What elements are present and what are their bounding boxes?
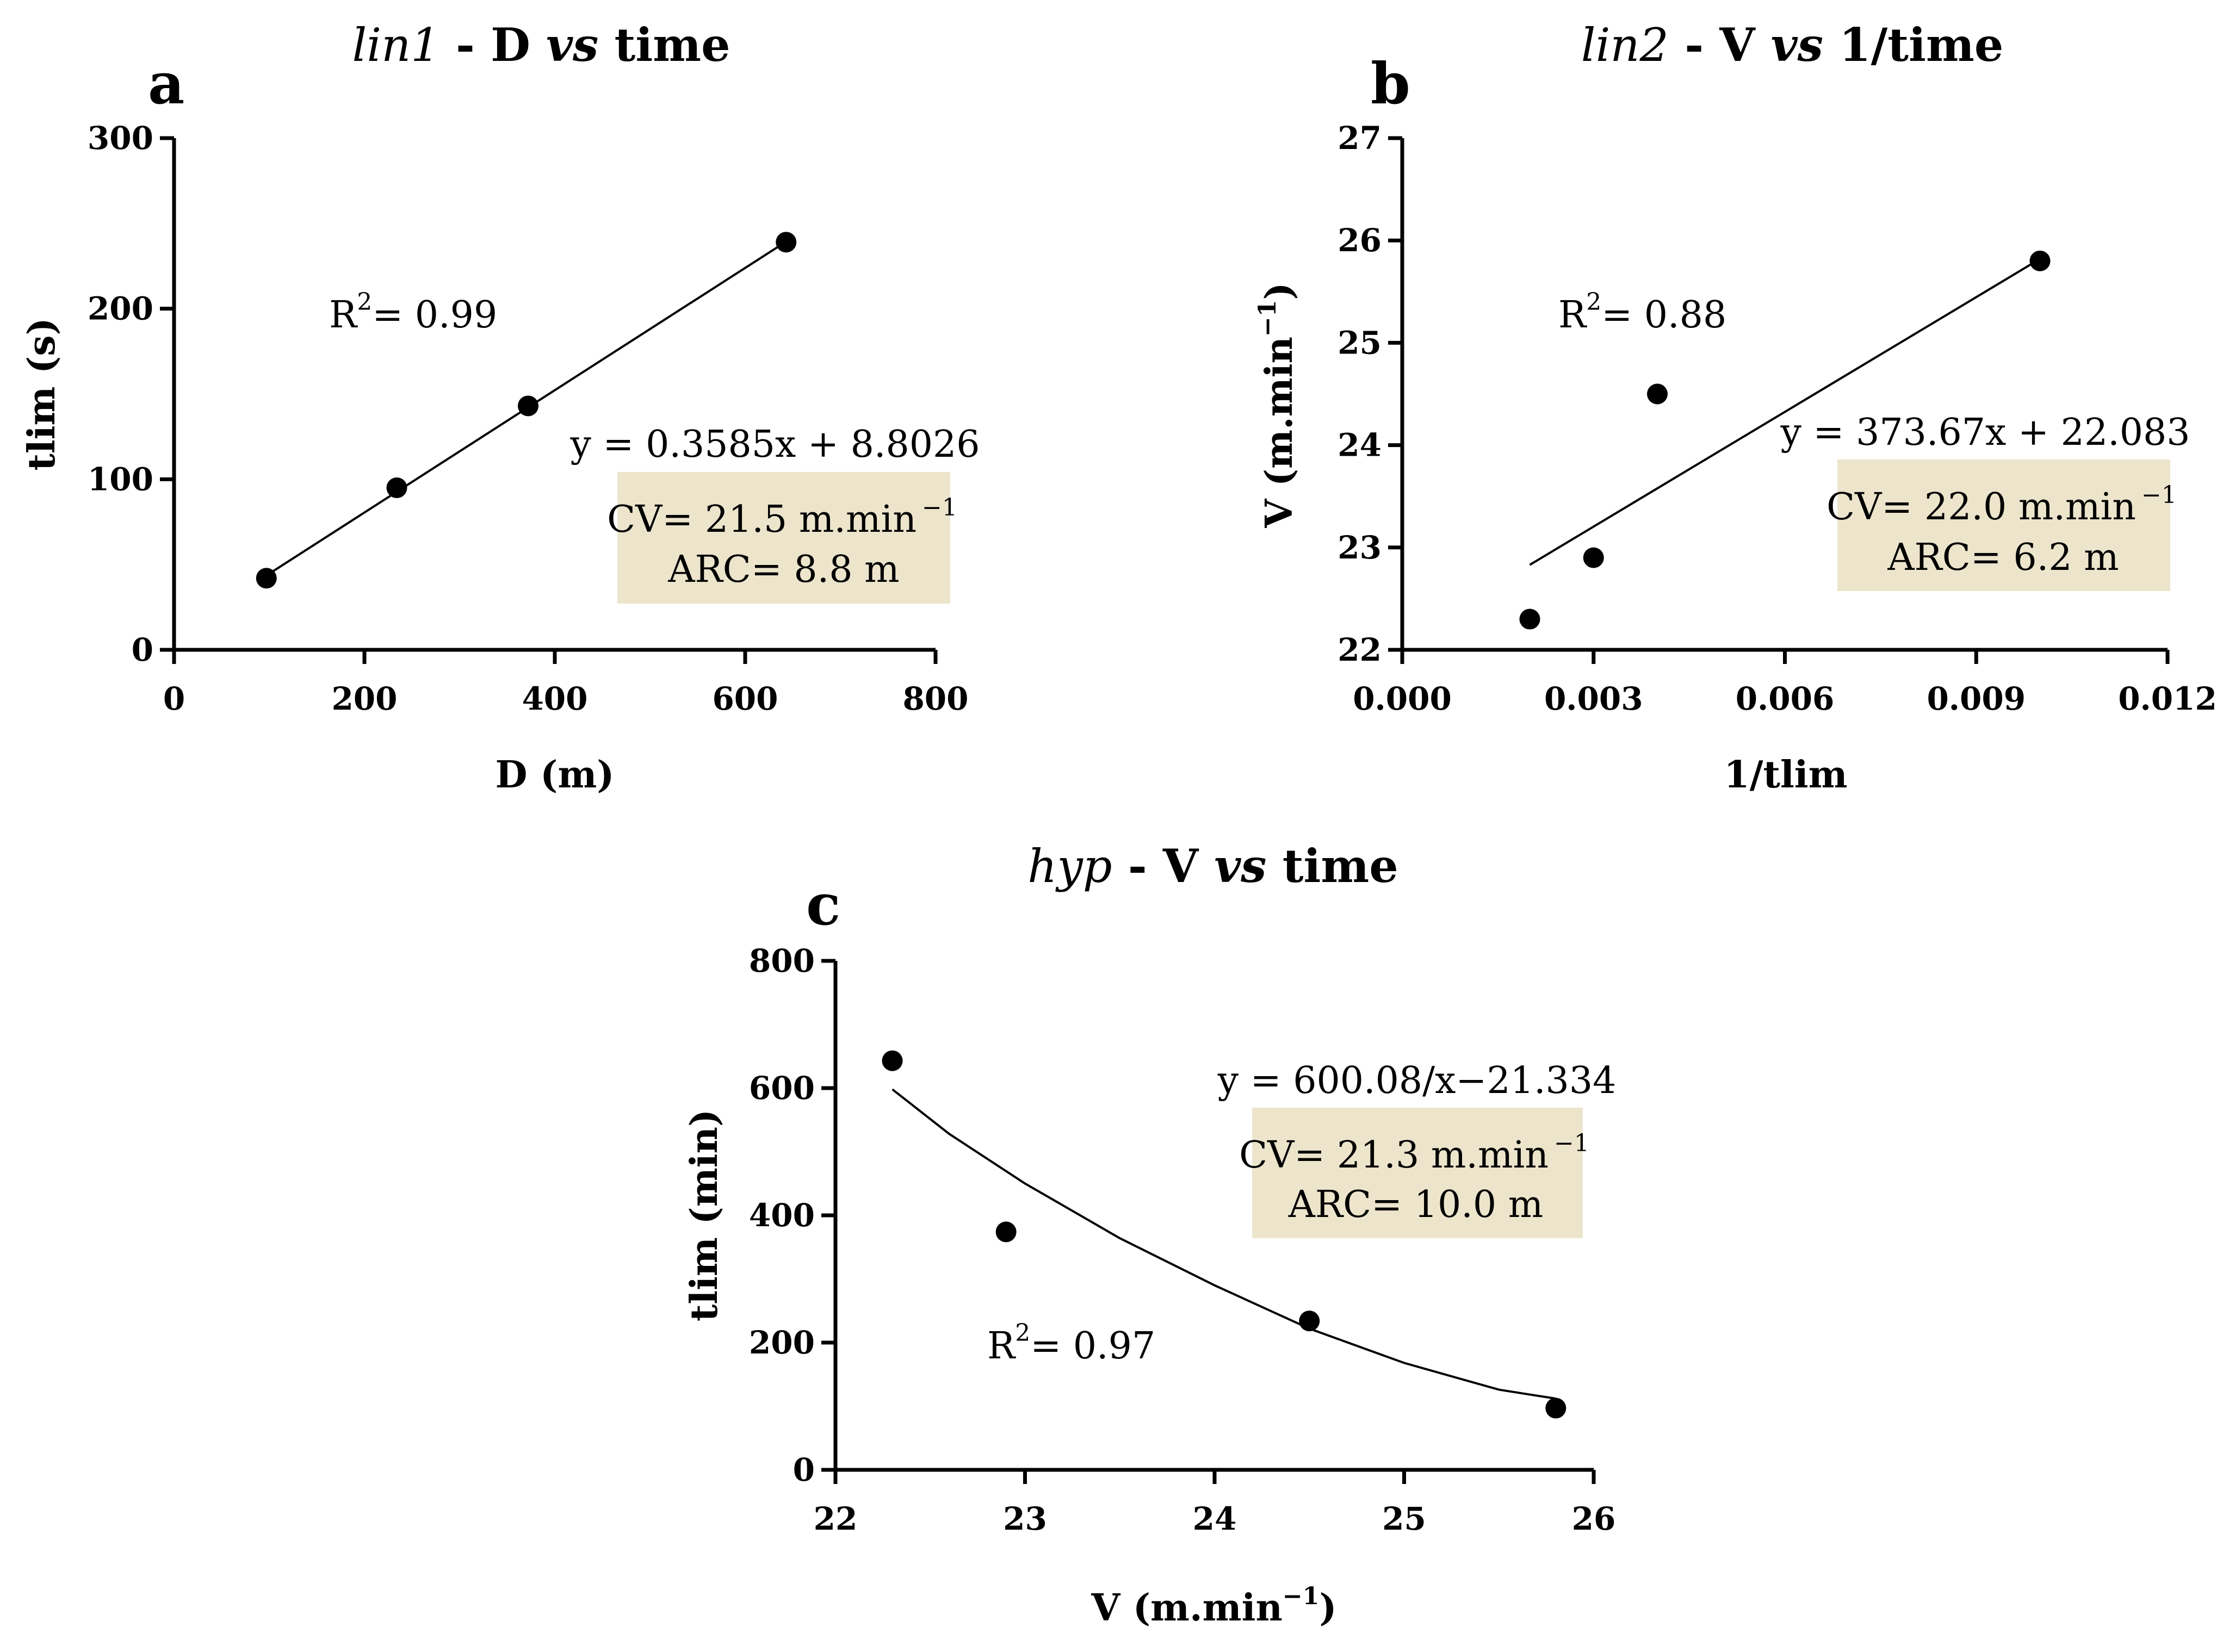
panel-c-y-label: tlim (min) bbox=[683, 1109, 726, 1321]
panel-b-ticks: 0.000 0.003 0.006 0.009 0.012 22 23 24 25 26 27 bbox=[1338, 120, 2217, 717]
panel-c-title: hyp - V vs time bbox=[1027, 839, 1398, 893]
panel-c-x-tick-label: 22 bbox=[814, 1500, 858, 1537]
panel-c-r2: R2= 0.97 bbox=[987, 1319, 1155, 1368]
panel-b-points bbox=[1519, 250, 2051, 630]
panel-a: lin1 - D vs time a 0 200 400 600 800 0 100 200 3… bbox=[20, 18, 980, 797]
panel-a-x-tick-label: 600 bbox=[712, 680, 778, 717]
panel-a-x-tick-label: 800 bbox=[902, 680, 968, 717]
panel-b-data-point bbox=[2029, 250, 2051, 271]
panel-a-r2: R2= 0.99 bbox=[329, 288, 497, 337]
panel-a-data-point bbox=[256, 568, 277, 589]
panel-c-x-tick-label: 23 bbox=[1003, 1500, 1047, 1537]
panel-b-label: b bbox=[1371, 50, 1410, 117]
panel-a-points bbox=[256, 232, 797, 589]
panel-b-arc: ARC= 6.2 m bbox=[1887, 536, 2119, 579]
panel-c-data-point bbox=[1545, 1398, 1567, 1419]
panel-b-annotation-box bbox=[1837, 459, 2170, 591]
panel-a-cv: CV= 21.5 m.min −1 bbox=[607, 494, 957, 541]
panel-a-title: lin1 - D vs time bbox=[352, 18, 730, 72]
panel-a-y-tick-label: 0 bbox=[132, 631, 153, 668]
panel-c-label: c bbox=[806, 871, 840, 938]
panel-a-data-point bbox=[518, 395, 538, 417]
panel-a-data-point bbox=[776, 232, 797, 253]
panel-a-x-tick-label: 0 bbox=[163, 680, 185, 717]
panel-b-title: lin2 - V vs 1/time bbox=[1581, 18, 2004, 72]
panel-b-y-tick-label: 25 bbox=[1338, 324, 1382, 361]
panel-a-annotation-box bbox=[617, 472, 950, 604]
panel-c-data-point bbox=[882, 1050, 903, 1071]
panel-b-x-tick-label: 0.012 bbox=[2118, 680, 2217, 717]
panel-a-equation: y = 0.3585x + 8.8026 bbox=[569, 423, 980, 466]
panel-a-y-tick-label: 300 bbox=[88, 120, 153, 157]
panel-c-y-tick-label: 400 bbox=[749, 1197, 815, 1234]
panel-b-x-tick-label: 0.000 bbox=[1353, 680, 1452, 717]
panel-c-y-tick-label: 600 bbox=[749, 1070, 815, 1107]
panel-c-y-tick-label: 800 bbox=[749, 942, 815, 979]
panel-a-x-tick-label: 400 bbox=[522, 680, 587, 717]
panel-a-label: a bbox=[148, 50, 184, 117]
panel-b-r2: R2= 0.88 bbox=[1558, 288, 1726, 337]
panel-b-data-point bbox=[1583, 547, 1604, 568]
panel-b-cv: CV= 22.0 m.min −1 bbox=[1826, 481, 2177, 529]
panel-a-ticks: 0 200 400 600 800 0 100 200 300 bbox=[88, 120, 969, 717]
panel-c-fit-curve bbox=[891, 1088, 1556, 1400]
panel-b-x-tick-label: 0.003 bbox=[1544, 680, 1643, 717]
panel-b-equation: y = 373.67x + 22.083 bbox=[1780, 411, 2190, 454]
panel-c-x-label: V (m.min−1) bbox=[1091, 1582, 1336, 1630]
panel-a-x-label: D (m) bbox=[496, 753, 615, 797]
panel-c-x-tick-label: 24 bbox=[1193, 1500, 1237, 1537]
panel-c: hyp - V vs time c 22 23 24 25 26 0 200 400 600 80… bbox=[683, 839, 1616, 1630]
panel-b: lin2 - V vs 1/time b 0.000 0.003 0.006 0.00… bbox=[1254, 18, 2217, 797]
panel-b-x-tick-label: 0.009 bbox=[1927, 680, 2026, 717]
panel-b-y-label: V (m.min−1) bbox=[1254, 282, 1301, 528]
panel-b-y-tick-label: 23 bbox=[1338, 529, 1382, 566]
panel-a-y-label: tlim (s) bbox=[20, 318, 64, 470]
panel-c-x-tick-label: 26 bbox=[1572, 1500, 1616, 1537]
panel-b-fit-line bbox=[1529, 258, 2041, 566]
panel-c-data-point bbox=[1299, 1311, 1320, 1332]
panel-c-points bbox=[882, 1050, 1567, 1419]
panel-b-y-tick-label: 26 bbox=[1338, 222, 1382, 259]
panel-c-y-tick-label: 0 bbox=[793, 1451, 815, 1488]
panel-b-y-tick-label: 24 bbox=[1338, 427, 1382, 464]
panel-c-cv: CV= 21.3 m.min −1 bbox=[1239, 1129, 1589, 1177]
panel-a-data-point bbox=[386, 477, 407, 499]
panel-b-x-tick-label: 0.006 bbox=[1736, 680, 1835, 717]
panel-a-arc: ARC= 8.8 m bbox=[667, 548, 899, 591]
panel-a-y-tick-label: 100 bbox=[88, 461, 153, 498]
panel-c-ticks: 22 23 24 25 26 0 200 400 600 800 bbox=[749, 942, 1615, 1537]
panel-c-arc: ARC= 10.0 m bbox=[1288, 1183, 1543, 1226]
panel-c-equation: y = 600.08/x−21.334 bbox=[1217, 1059, 1617, 1102]
panel-b-y-tick-label: 27 bbox=[1338, 120, 1382, 157]
panel-a-x-tick-label: 200 bbox=[331, 680, 397, 717]
panel-b-data-point bbox=[1647, 383, 1668, 405]
panel-b-x-label: 1/tlim bbox=[1724, 753, 1847, 797]
panel-b-y-tick-label: 22 bbox=[1338, 631, 1382, 668]
panel-c-annotation-box bbox=[1252, 1108, 1583, 1238]
panel-c-x-tick-label: 25 bbox=[1382, 1500, 1426, 1537]
panel-a-y-tick-label: 200 bbox=[88, 290, 153, 327]
panel-c-y-tick-label: 200 bbox=[749, 1324, 815, 1361]
panel-b-data-point bbox=[1519, 608, 1540, 630]
panel-c-data-point bbox=[995, 1221, 1017, 1243]
